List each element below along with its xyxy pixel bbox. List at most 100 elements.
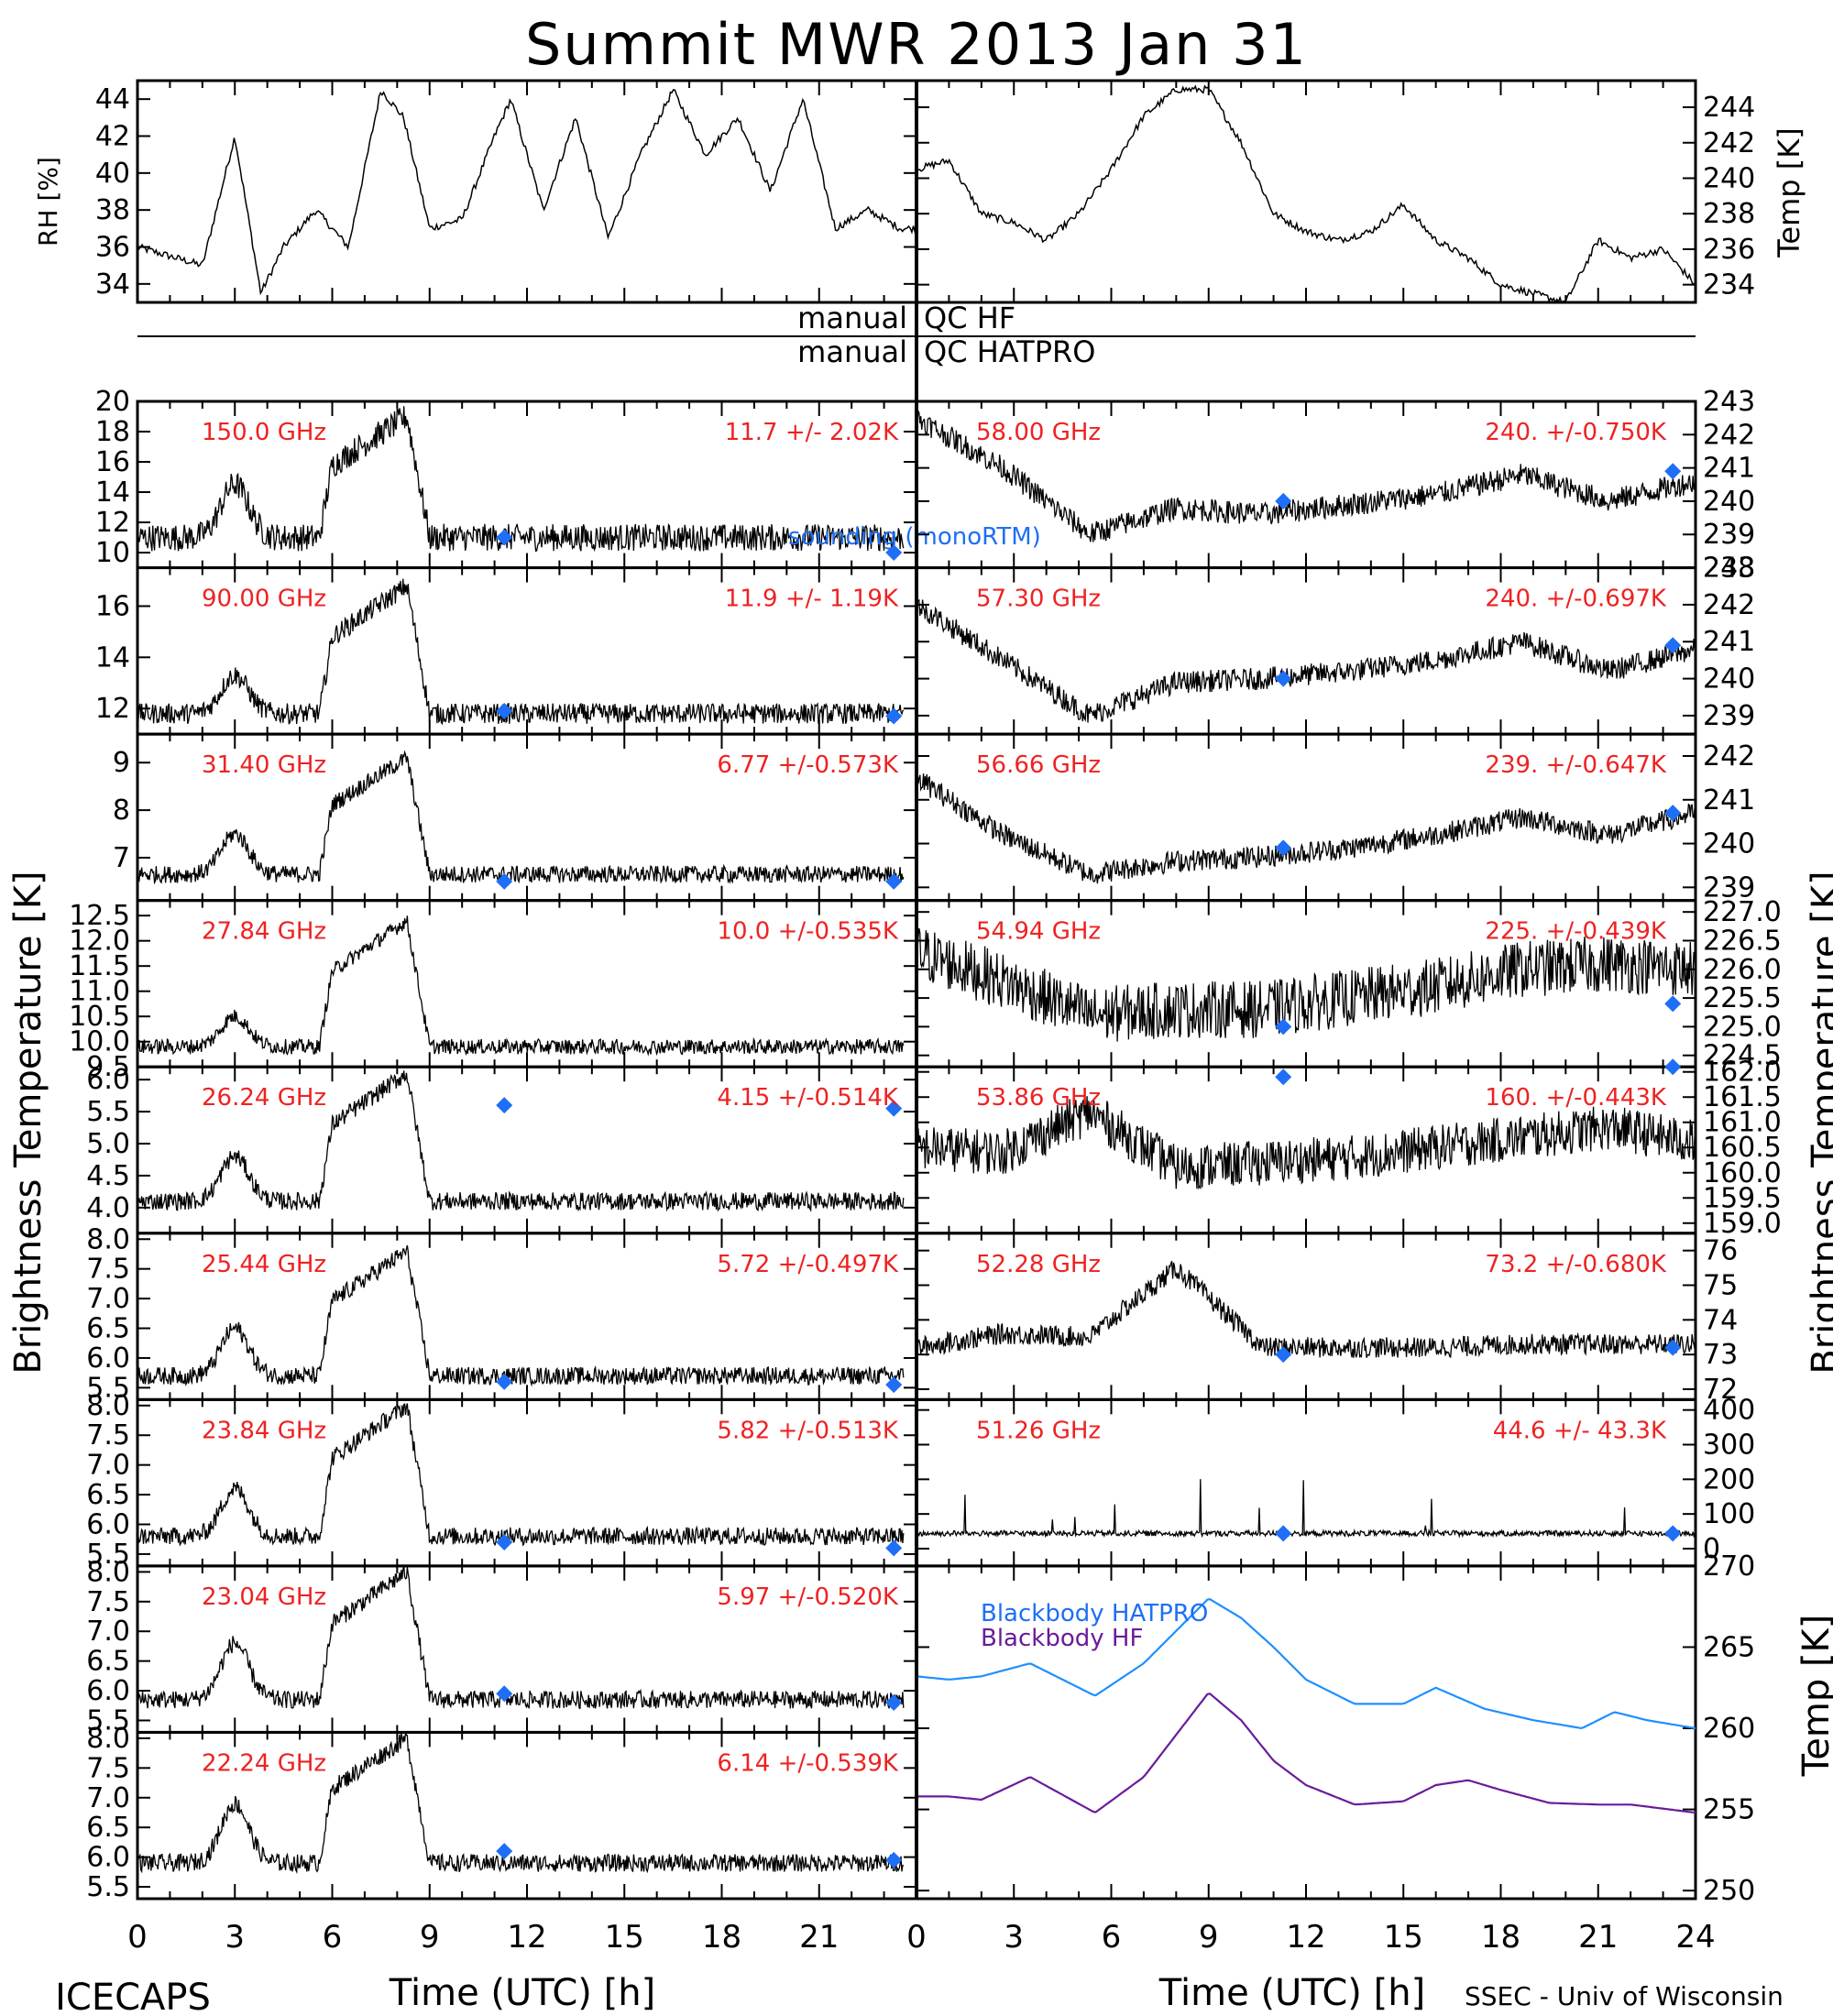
channel-ytick-label: 76 <box>1703 1235 1738 1267</box>
sounding-marker <box>1664 1525 1682 1542</box>
xtick-label-right: 6 <box>1102 1919 1122 1956</box>
sounding-marker <box>1275 1018 1292 1035</box>
channel-ytick-label: 12.0 <box>69 926 130 958</box>
xtick-label-left: 9 <box>420 1919 440 1956</box>
channel-ytick-label: 8.0 <box>86 1723 130 1755</box>
channel-ytick-label: 16 <box>95 446 130 478</box>
temp-ytick-label: 238 <box>1703 198 1755 230</box>
channel-ytick-label: 240 <box>1703 663 1755 696</box>
channel-ytick-label: 5.5 <box>86 1372 130 1404</box>
qc-manual-label-2: manual <box>797 334 907 369</box>
channel-series-line <box>137 1403 905 1547</box>
frequency-label: 53.86 GHz <box>976 1084 1101 1112</box>
ylabel-temp: Temp [K] <box>1772 127 1806 257</box>
channel-ytick-label: 9 <box>113 747 130 779</box>
channel-ytick-label: 4.0 <box>86 1192 130 1224</box>
channel-ytick-label: 243 <box>1703 386 1755 418</box>
channel-series-line <box>916 1096 1696 1190</box>
ylabel-right: Brightness Temperature [K] <box>1805 871 1833 1374</box>
channel-ytick-label: 300 <box>1703 1430 1755 1462</box>
blackbody-panel: 250 255 260 265 270 Blackbody HATPROBlackbody… <box>915 1550 1755 1907</box>
channel-ytick-label: 6.5 <box>86 1479 130 1511</box>
channel-ytick-label: 241 <box>1703 453 1755 485</box>
channel-ytick-label: 7.5 <box>86 1419 130 1452</box>
sounding-marker <box>1275 1346 1292 1364</box>
channel-panel-left-6: 5.56.06.57.07.58.0 25.44 GHz 5.72 +/-0.497… <box>86 1223 918 1404</box>
channel-series-line <box>137 915 905 1057</box>
channel-ytick-label: 16 <box>95 590 130 622</box>
channel-ytick-label: 6.0 <box>86 1842 130 1874</box>
frequency-label: 27.84 GHz <box>202 918 326 946</box>
channel-series-line <box>137 1565 905 1710</box>
channel-series-line <box>137 578 905 726</box>
channel-ytick-label: 161.0 <box>1703 1107 1782 1139</box>
channel-ytick-label: 239 <box>1703 871 1755 904</box>
xtick-label-right: 15 <box>1384 1919 1423 1956</box>
channel-ytick-label: 239 <box>1703 700 1755 732</box>
channel-ytick-label: 6.0 <box>86 1675 130 1707</box>
xtick-label-left: 21 <box>799 1919 839 1956</box>
xtick-label-right: 18 <box>1481 1919 1520 1956</box>
legend-blackbody-hatpro: Blackbody HATPRO <box>981 1600 1208 1627</box>
frequency-label: 22.24 GHz <box>202 1749 326 1777</box>
blackbody-ytick-label: 250 <box>1703 1875 1755 1907</box>
channel-ytick-label: 5.0 <box>86 1128 130 1160</box>
blackbody-ytick-label: 260 <box>1703 1713 1755 1745</box>
channel-ytick-label: 239 <box>1703 519 1755 551</box>
channel-ytick-label: 161.5 <box>1703 1081 1782 1113</box>
frequency-label: 57.30 GHz <box>976 586 1101 613</box>
channel-series-line <box>916 768 1696 884</box>
channel-ytick-label: 6.0 <box>86 1064 130 1096</box>
sounding-marker <box>885 1694 903 1712</box>
qc-strip: manual QC HF manual QC HATPRO <box>137 301 1696 369</box>
channel-panel-left-9: 5.56.06.57.07.58.0 22.24 GHz 6.14 +/-0.539… <box>86 1723 918 1903</box>
channel-ytick-label: 7.0 <box>86 1450 130 1482</box>
channel-ytick-label: 6.5 <box>86 1812 130 1844</box>
sounding-marker <box>496 1373 513 1390</box>
rh-ytick-label: 36 <box>95 232 130 264</box>
channel-ytick-label: 18 <box>95 416 130 448</box>
frequency-label: 25.44 GHz <box>202 1251 326 1278</box>
channel-ytick-label: 12 <box>95 693 130 725</box>
channel-ytick-label: 7.5 <box>86 1586 130 1618</box>
channel-ytick-label: 225.0 <box>1703 1011 1782 1043</box>
channel-ytick-label: 162.0 <box>1703 1057 1782 1089</box>
xtick-label-right: 9 <box>1199 1919 1219 1956</box>
blackbody-ytick-label: 270 <box>1703 1550 1755 1583</box>
frequency-label: 26.24 GHz <box>202 1084 326 1112</box>
xtick-label-right: 3 <box>1004 1919 1024 1956</box>
footer-left: ICECAPS <box>55 1977 211 2016</box>
legend-blackbody-hf: Blackbody HF <box>981 1625 1143 1652</box>
sounding-marker <box>1664 637 1682 654</box>
channel-ytick-label: 7.0 <box>86 1616 130 1648</box>
channel-ytick-label: 8.0 <box>86 1390 130 1422</box>
xtick-label-left: 6 <box>323 1919 343 1956</box>
channel-ytick-label: 11.5 <box>69 950 130 982</box>
channel-ytick-label: 225.5 <box>1703 982 1782 1014</box>
channel-ytick-label: 159.5 <box>1703 1182 1782 1214</box>
channel-panel-left-4: 9.510.010.511.011.512.012.5 27.84 GHz 10.0… <box>69 899 918 1083</box>
xtick-label-right: 12 <box>1286 1919 1325 1956</box>
channel-ytick-label: 0 <box>1703 1533 1720 1565</box>
blackbody-series-hf <box>916 1693 1696 1814</box>
rh-ytick-label: 44 <box>95 83 130 115</box>
qc-manual-label-1: manual <box>797 301 907 335</box>
frequency-label: 51.26 GHz <box>976 1417 1101 1444</box>
channel-panel-left-2: 12 14 16 90.00 GHz 11.9 +/- 1.19K <box>95 566 918 736</box>
channel-ytick-label: 7 <box>113 842 130 874</box>
frequency-label: 23.84 GHz <box>202 1417 326 1444</box>
stat-label: 6.77 +/-0.573K <box>717 751 899 779</box>
channel-ytick-label: 238 <box>1703 553 1755 585</box>
sounding-marker <box>1275 839 1292 857</box>
sounding-marker <box>496 1533 513 1550</box>
channel-ytick-label: 159.0 <box>1703 1208 1782 1240</box>
channel-ytick-label: 6.5 <box>86 1313 130 1345</box>
channel-series-line <box>137 750 905 885</box>
channel-ytick-label: 5.5 <box>86 1704 130 1737</box>
channel-panel-left-5: 4.04.55.05.56.0 26.24 GHz 4.15 +/-0.514K <box>86 1064 918 1235</box>
channel-ytick-label: 242 <box>1703 740 1755 772</box>
